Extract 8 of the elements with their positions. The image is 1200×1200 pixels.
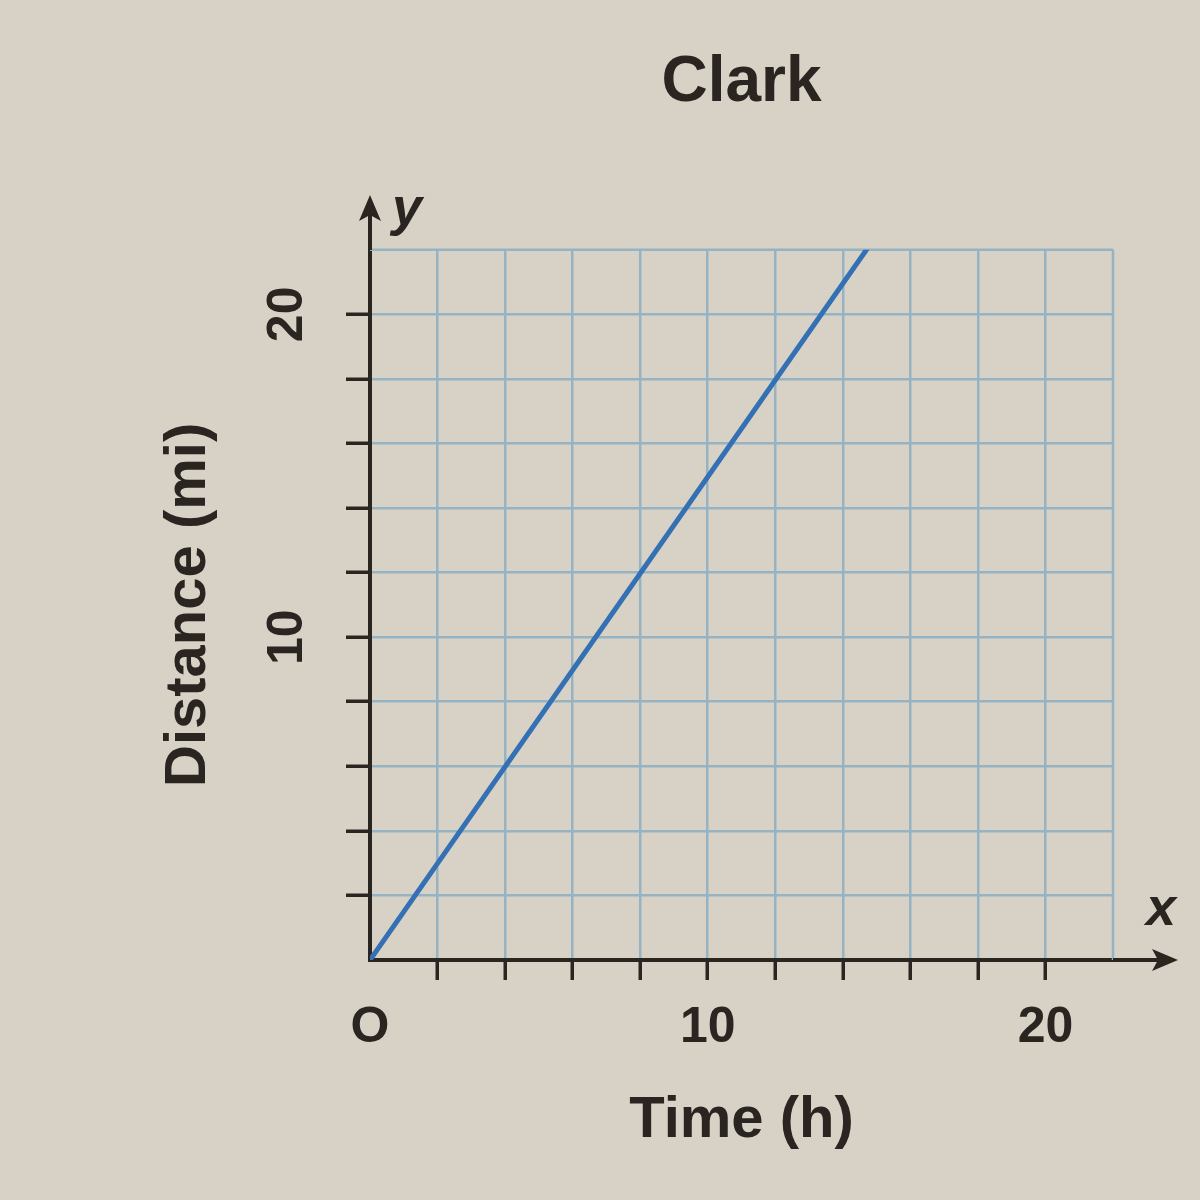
y-axis-title: Distance (mi) <box>151 422 217 787</box>
text: y <box>389 175 425 236</box>
x-tick-label: 10 <box>679 996 736 1053</box>
x-tick-label: O <box>350 996 390 1053</box>
chart-title: Clark <box>661 43 822 116</box>
text: x <box>1142 875 1178 936</box>
x-tick-label: 20 <box>1017 996 1074 1053</box>
x-axis-title: Time (h) <box>629 1084 854 1150</box>
